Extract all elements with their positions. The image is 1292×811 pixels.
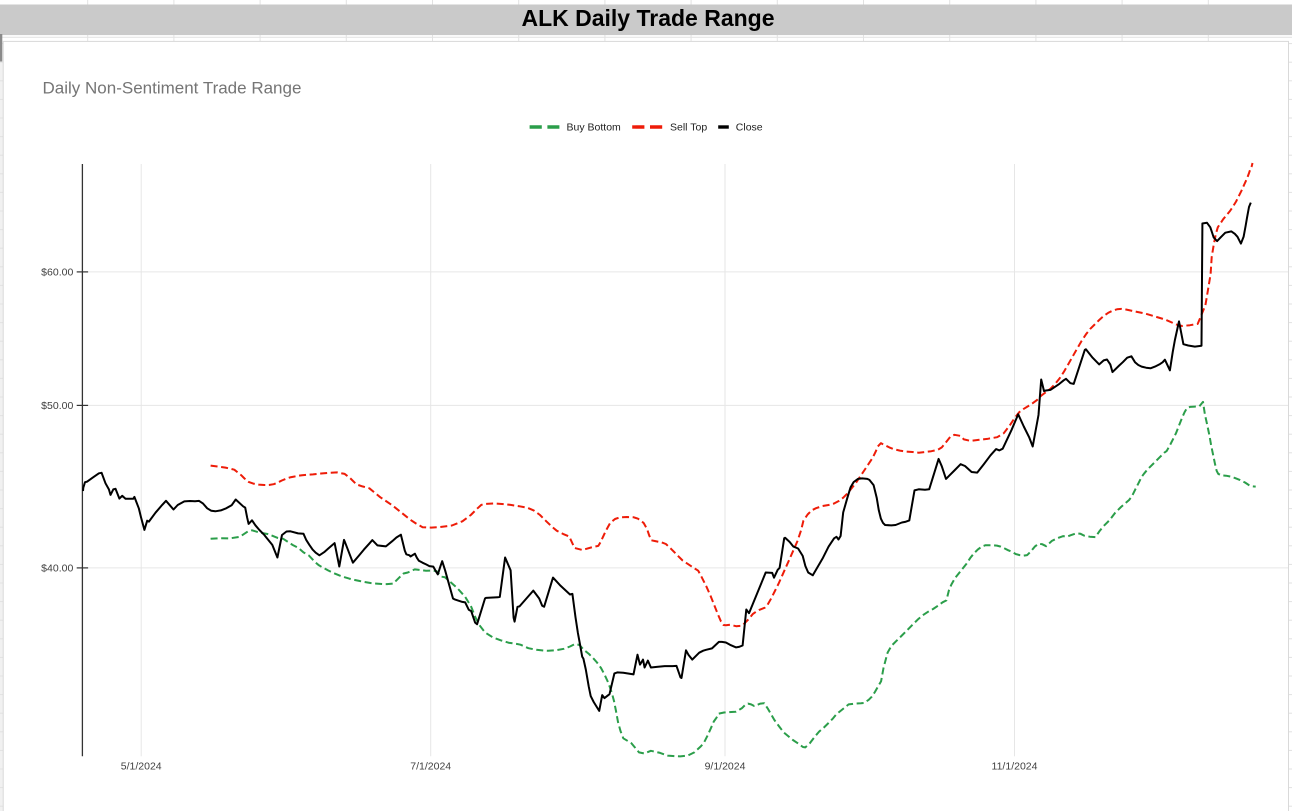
svg-text:11/1/2024: 11/1/2024	[992, 761, 1038, 773]
svg-text:Sell Top: Sell Top	[670, 122, 707, 134]
svg-text:$40.00: $40.00	[41, 563, 73, 575]
svg-text:Close: Close	[736, 122, 763, 134]
svg-text:ALK Daily Trade Range: ALK Daily Trade Range	[521, 5, 774, 31]
svg-text:$60.00: $60.00	[41, 267, 73, 279]
svg-text:Buy Bottom: Buy Bottom	[567, 122, 622, 134]
svg-text:$50.00: $50.00	[41, 400, 73, 412]
svg-text:9/1/2024: 9/1/2024	[705, 761, 746, 773]
svg-text:Daily Non-Sentiment Trade Rang: Daily Non-Sentiment Trade Range	[43, 79, 302, 98]
svg-text:5/1/2024: 5/1/2024	[121, 761, 162, 773]
svg-text:7/1/2024: 7/1/2024	[410, 761, 451, 773]
